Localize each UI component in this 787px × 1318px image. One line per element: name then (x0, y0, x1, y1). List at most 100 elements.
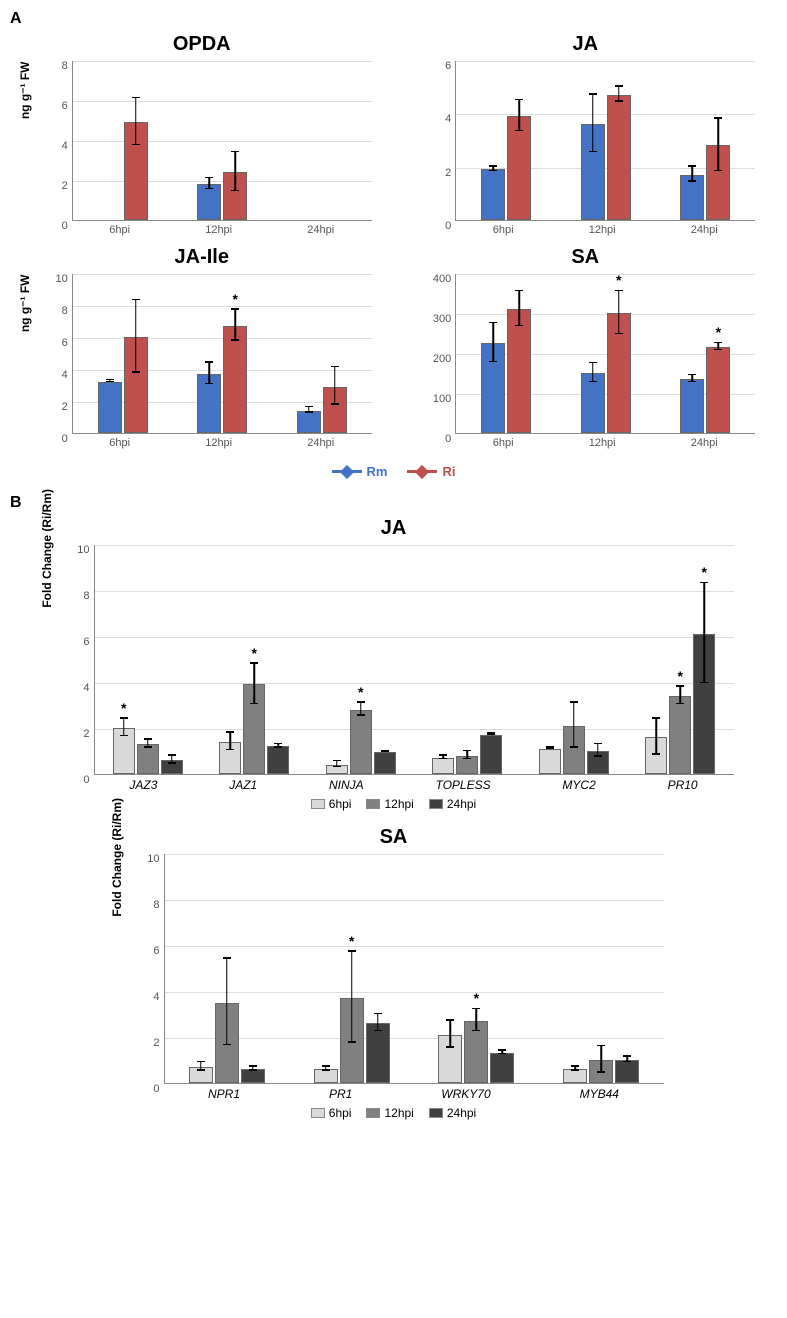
bar-group: * (680, 347, 730, 433)
bar (587, 751, 609, 774)
legend-swatch (311, 1108, 325, 1118)
significance-marker: * (252, 645, 257, 661)
legend-item: Rm (332, 464, 388, 479)
y-axis-title: Fold Change (Ri/Rm) (110, 797, 124, 916)
bar (374, 752, 396, 774)
bar-group (563, 1060, 639, 1083)
bar (98, 382, 122, 433)
bar (680, 379, 704, 433)
bar: * (669, 696, 691, 774)
significance-marker: * (358, 684, 363, 700)
plot-area: 02468ng g⁻¹ FW (72, 61, 372, 221)
legend-label: 6hpi (329, 1106, 352, 1120)
chart-title: JA (405, 33, 765, 56)
x-labels: JAZ3JAZ1NINJATOPLESSMYC2PR10 (94, 778, 734, 792)
y-tick-label: 200 (426, 353, 451, 365)
legend-label: 6hpi (329, 797, 352, 811)
bar (563, 726, 585, 774)
y-tick-label: 2 (426, 167, 451, 179)
y-tick-label: 4 (43, 140, 68, 152)
x-tick-label: 12hpi (205, 224, 232, 236)
legend-swatch (366, 1108, 380, 1118)
bar (241, 1069, 265, 1083)
x-tick-label: 6hpi (493, 224, 514, 236)
y-tick-label: 10 (65, 544, 90, 556)
x-tick-label: 24hpi (307, 437, 334, 449)
legend-item: 12hpi (366, 797, 413, 811)
panel-b-label: B (10, 494, 777, 512)
x-tick-label: NPR1 (208, 1087, 240, 1101)
bar: * (243, 684, 265, 774)
x-tick-label: 6hpi (109, 437, 130, 449)
bar-group: * (581, 313, 631, 433)
chart-title: OPDA (22, 33, 382, 56)
bar (189, 1067, 213, 1083)
panel-a: OPDA02468ng g⁻¹ FW6hpi12hpi24hpiJA02466h… (10, 33, 777, 459)
plot-area: 0246 (455, 61, 755, 221)
bar-group: * (219, 684, 289, 774)
significance-marker: * (716, 324, 721, 340)
x-tick-label: 12hpi (589, 224, 616, 236)
bar-group: * (438, 1021, 514, 1083)
x-tick-label: 24hpi (307, 224, 334, 236)
figure: A OPDA02468ng g⁻¹ FW6hpi12hpi24hpiJA0246… (10, 10, 777, 1120)
bar-group (297, 387, 347, 433)
chart-title: SA (114, 826, 674, 849)
y-tick-label: 0 (65, 774, 90, 786)
y-tick-label: 8 (43, 305, 68, 317)
x-labels: 6hpi12hpi24hpi (455, 224, 755, 236)
legend-label: Ri (442, 464, 455, 479)
y-tick-label: 10 (135, 853, 160, 865)
y-tick-label: 6 (65, 636, 90, 648)
legend-label: 12hpi (384, 797, 413, 811)
bar (589, 1060, 613, 1083)
y-tick-label: 2 (135, 1037, 160, 1049)
chart: JA02466hpi12hpi24hpi (405, 33, 765, 236)
x-labels: NPR1PR1WRKY70MYB44 (164, 1087, 664, 1101)
y-tick-label: 4 (135, 991, 160, 1003)
bar (563, 1069, 587, 1083)
plot-area: 0246810ng g⁻¹ FW* (72, 274, 372, 434)
y-axis-title: Fold Change (Ri/Rm) (40, 488, 54, 607)
legend-b: 6hpi12hpi24hpi (311, 1106, 476, 1120)
legend-swatch (311, 799, 325, 809)
bar (366, 1023, 390, 1083)
bar-group: * (197, 326, 247, 433)
bar (456, 756, 478, 774)
bar (645, 737, 667, 774)
y-tick-label: 6 (135, 945, 160, 957)
bar (323, 387, 347, 433)
bar: * (706, 347, 730, 433)
y-tick-label: 4 (65, 682, 90, 694)
x-tick-label: 12hpi (205, 437, 232, 449)
bar: * (607, 313, 631, 433)
plot-area: 0246810Fold Change (Ri/Rm)** (164, 854, 664, 1084)
x-labels: 6hpi12hpi24hpi (72, 224, 372, 236)
legend-swatch (407, 467, 437, 477)
x-tick-label: MYC2 (562, 778, 595, 792)
chart-title: SA (405, 246, 765, 269)
legend-item: Ri (407, 464, 455, 479)
bar (197, 374, 221, 433)
legend-item: 24hpi (429, 1106, 476, 1120)
y-tick-label: 4 (43, 369, 68, 381)
y-tick-label: 100 (426, 393, 451, 405)
bar (314, 1069, 338, 1083)
y-tick-label: 0 (426, 433, 451, 445)
y-tick-label: 6 (426, 60, 451, 72)
y-tick-label: 0 (43, 433, 68, 445)
chart-title: JA-Ile (22, 246, 382, 269)
bar (223, 172, 247, 220)
y-tick-label: 2 (43, 180, 68, 192)
x-tick-label: MYB44 (580, 1087, 619, 1101)
legend-item: 6hpi (311, 797, 352, 811)
bar (581, 124, 605, 220)
legend-a: Rm Ri (10, 464, 777, 479)
bar (607, 95, 631, 220)
bar-group (581, 95, 631, 220)
bar (539, 749, 561, 774)
legend-swatch (332, 467, 362, 477)
y-tick-label: 8 (135, 899, 160, 911)
bar (215, 1003, 239, 1084)
bar (124, 122, 148, 220)
